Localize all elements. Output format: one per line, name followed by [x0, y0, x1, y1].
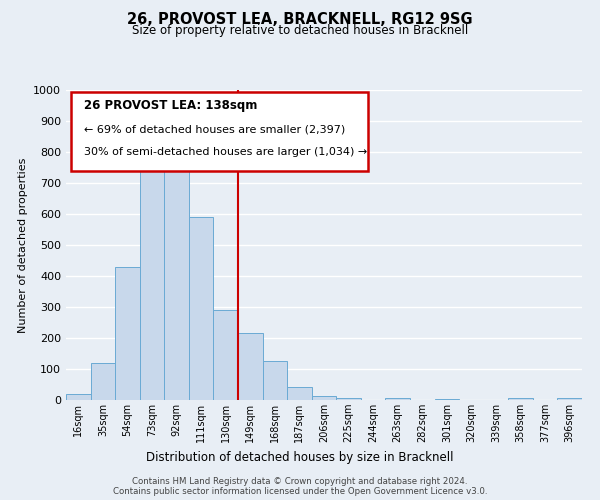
Bar — [214, 310, 238, 400]
Bar — [91, 363, 115, 400]
Bar — [336, 398, 361, 400]
Bar — [287, 387, 312, 400]
Bar — [557, 398, 582, 400]
Bar — [312, 396, 336, 400]
Bar — [189, 217, 214, 400]
Text: 26 PROVOST LEA: 138sqm: 26 PROVOST LEA: 138sqm — [84, 100, 257, 112]
Text: 30% of semi-detached houses are larger (1,034) →: 30% of semi-detached houses are larger (… — [84, 148, 367, 158]
Text: 26, PROVOST LEA, BRACKNELL, RG12 9SG: 26, PROVOST LEA, BRACKNELL, RG12 9SG — [127, 12, 473, 28]
Bar — [434, 399, 459, 400]
FancyBboxPatch shape — [71, 92, 368, 170]
Text: Distribution of detached houses by size in Bracknell: Distribution of detached houses by size … — [146, 451, 454, 464]
Text: Contains HM Land Registry data © Crown copyright and database right 2024.: Contains HM Land Registry data © Crown c… — [132, 476, 468, 486]
Bar — [115, 266, 140, 400]
Text: Size of property relative to detached houses in Bracknell: Size of property relative to detached ho… — [132, 24, 468, 37]
Bar — [164, 150, 189, 400]
Bar — [140, 154, 164, 400]
Bar — [385, 398, 410, 400]
Text: ← 69% of detached houses are smaller (2,397): ← 69% of detached houses are smaller (2,… — [84, 124, 346, 134]
Y-axis label: Number of detached properties: Number of detached properties — [17, 158, 28, 332]
Bar — [263, 361, 287, 400]
Bar — [238, 334, 263, 400]
Bar — [66, 394, 91, 400]
Bar — [508, 398, 533, 400]
Text: Contains public sector information licensed under the Open Government Licence v3: Contains public sector information licen… — [113, 486, 487, 496]
